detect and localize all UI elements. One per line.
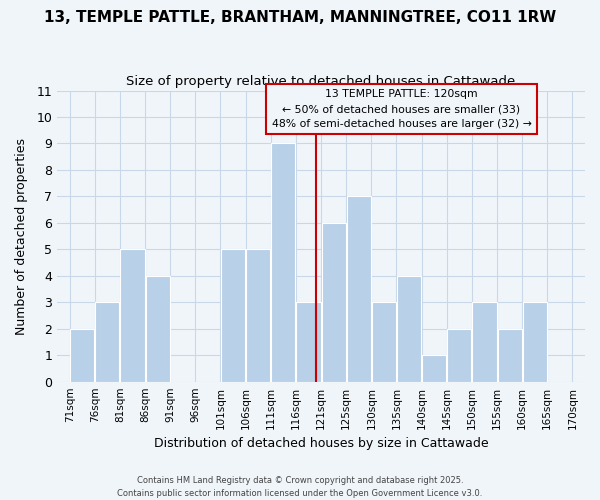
- Bar: [372, 302, 396, 382]
- Bar: [347, 196, 371, 382]
- Bar: [447, 328, 472, 382]
- Bar: [246, 250, 270, 382]
- X-axis label: Distribution of detached houses by size in Cattawade: Distribution of detached houses by size …: [154, 437, 488, 450]
- Text: 13 TEMPLE PATTLE: 120sqm
← 50% of detached houses are smaller (33)
48% of semi-d: 13 TEMPLE PATTLE: 120sqm ← 50% of detach…: [272, 90, 532, 129]
- Bar: [95, 302, 119, 382]
- Title: Size of property relative to detached houses in Cattawade: Size of property relative to detached ho…: [127, 75, 515, 88]
- Bar: [497, 328, 521, 382]
- Bar: [70, 328, 94, 382]
- Bar: [146, 276, 170, 382]
- Bar: [422, 355, 446, 382]
- Bar: [523, 302, 547, 382]
- Bar: [322, 223, 346, 382]
- Text: Contains HM Land Registry data © Crown copyright and database right 2025.
Contai: Contains HM Land Registry data © Crown c…: [118, 476, 482, 498]
- Y-axis label: Number of detached properties: Number of detached properties: [15, 138, 28, 334]
- Bar: [296, 302, 320, 382]
- Bar: [121, 250, 145, 382]
- Bar: [397, 276, 421, 382]
- Bar: [221, 250, 245, 382]
- Bar: [472, 302, 497, 382]
- Bar: [271, 144, 295, 382]
- Text: 13, TEMPLE PATTLE, BRANTHAM, MANNINGTREE, CO11 1RW: 13, TEMPLE PATTLE, BRANTHAM, MANNINGTREE…: [44, 10, 556, 25]
